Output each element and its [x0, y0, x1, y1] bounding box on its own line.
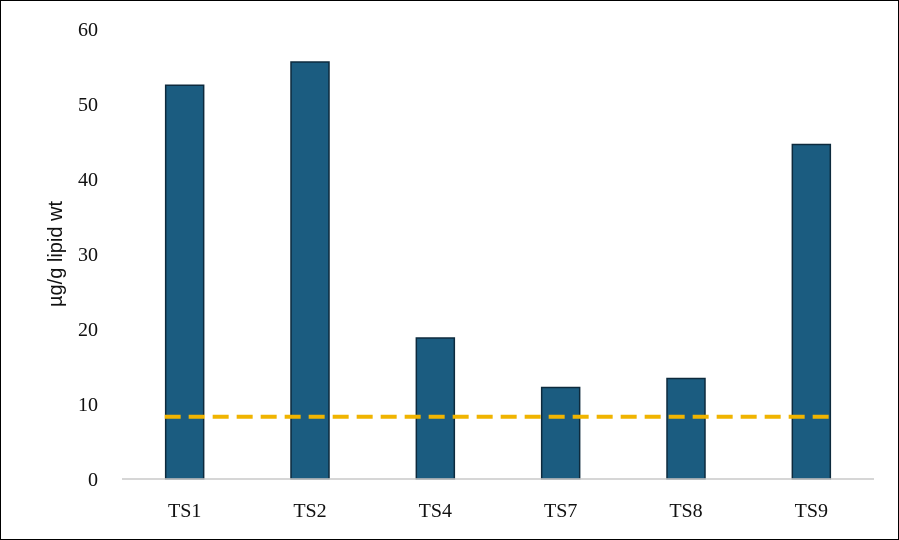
- bar-ts9: [791, 143, 832, 480]
- y-tick-label: 0: [88, 469, 98, 491]
- x-tick-label: TS4: [419, 500, 452, 522]
- x-tick-labels: TS1 TS2 TS4 TS7 TS8 TS9: [168, 500, 828, 522]
- y-tick-labels: 0 10 20 30 40 50 60: [78, 19, 98, 491]
- bar-ts8: [666, 377, 706, 480]
- y-tick-label: 40: [78, 169, 98, 191]
- bar-ts2: [290, 61, 330, 480]
- x-tick-label: TS7: [544, 500, 577, 522]
- bar-ts4: [415, 337, 456, 480]
- bars: [164, 61, 832, 480]
- y-tick-label: 20: [78, 319, 98, 341]
- y-tick-label: 10: [78, 394, 98, 416]
- x-tick-label: TS1: [168, 500, 201, 522]
- x-tick-label: TS9: [795, 500, 828, 522]
- y-tick-label: 30: [78, 244, 98, 266]
- bar-ts1: [164, 84, 205, 480]
- bar-ts7: [540, 386, 581, 480]
- y-axis-title: µg/g lipid wt: [45, 201, 67, 307]
- x-tick-label: TS2: [293, 500, 326, 522]
- y-tick-label: 50: [78, 94, 98, 116]
- x-tick-label: TS8: [669, 500, 702, 522]
- y-tick-label: 60: [78, 19, 98, 41]
